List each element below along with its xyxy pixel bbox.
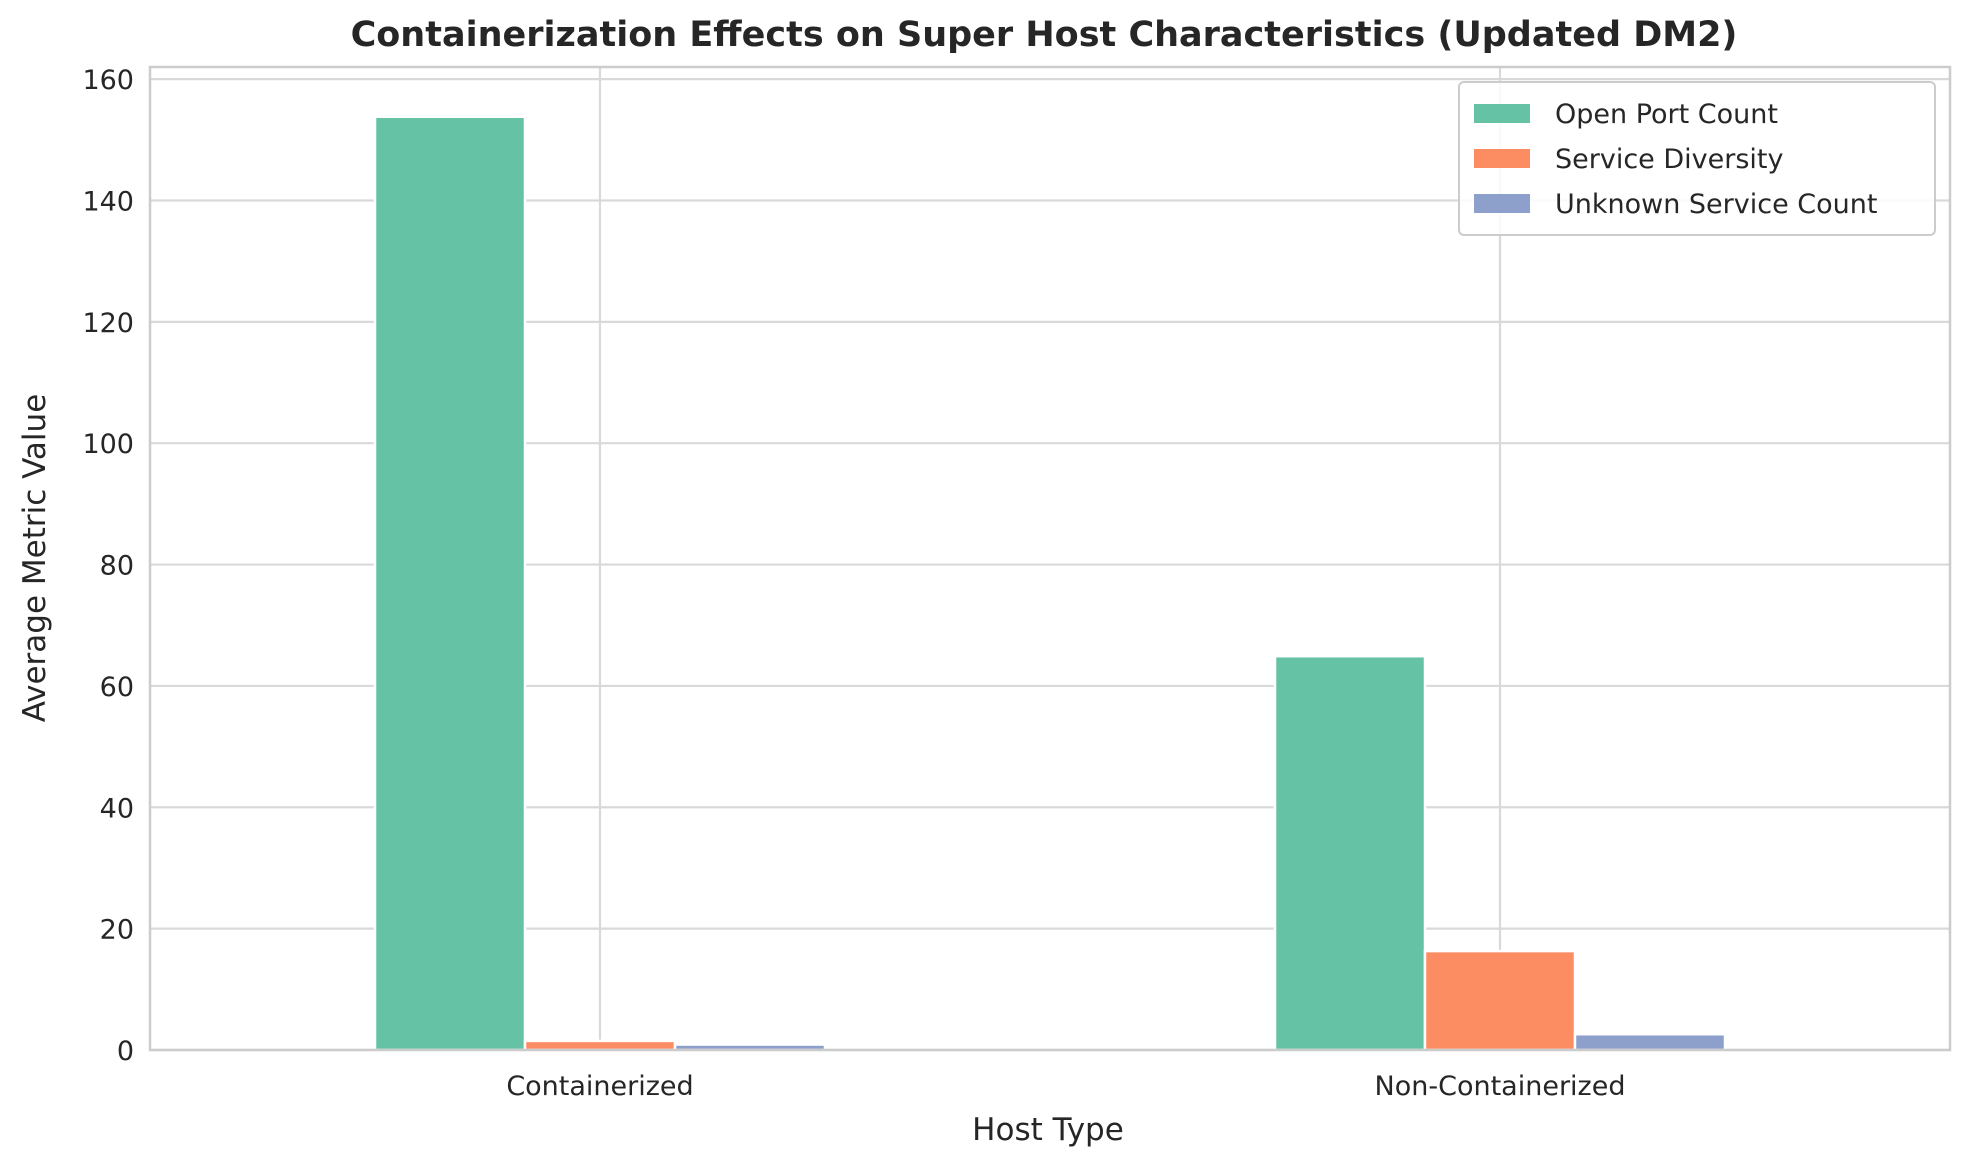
x-axis-label: Host Type bbox=[972, 1112, 1124, 1148]
bar-unknown-service-count bbox=[1573, 1032, 1727, 1052]
y-tick-label: 120 bbox=[82, 308, 134, 339]
y-tick-label: 0 bbox=[117, 1036, 134, 1067]
bar-service-diversity bbox=[1423, 949, 1577, 1052]
y-tick-label: 80 bbox=[100, 551, 134, 582]
y-axis-label: Average Metric Value bbox=[17, 394, 53, 723]
bars-layer bbox=[373, 115, 1727, 1052]
x-tick-label: Non-Containerized bbox=[1375, 1071, 1626, 1102]
y-tick-label: 20 bbox=[100, 915, 134, 946]
plot-frame bbox=[148, 65, 1952, 1052]
legend-swatch bbox=[1474, 149, 1530, 168]
chart-title: Containerization Effects on Super Host C… bbox=[351, 15, 1738, 55]
legend-label: Unknown Service Count bbox=[1555, 189, 1877, 220]
bar-service-diversity bbox=[523, 1039, 677, 1052]
legend-items: Open Port Count Service Diversity Unknown … bbox=[1474, 99, 1877, 220]
x-tick-labels: Containerized Non-Containerized bbox=[506, 1071, 1625, 1102]
x-tick-label: Containerized bbox=[506, 1071, 693, 1102]
legend-label: Open Port Count bbox=[1555, 99, 1778, 130]
bar-open-port-count bbox=[373, 115, 527, 1052]
y-tick-label: 40 bbox=[100, 793, 134, 824]
y-tick-labels: 0 20 40 60 80 100 120 140 160 bbox=[82, 65, 134, 1067]
legend-swatch bbox=[1474, 194, 1530, 213]
legend-swatch bbox=[1474, 104, 1530, 123]
legend-box bbox=[1458, 81, 1936, 236]
y-tick-label: 60 bbox=[100, 672, 134, 703]
bar-open-port-count bbox=[1273, 654, 1427, 1052]
legend: Open Port Count Service Diversity Unknown … bbox=[1458, 81, 1936, 236]
y-tick-label: 160 bbox=[82, 65, 134, 96]
y-tick-label: 140 bbox=[82, 186, 134, 217]
legend-label: Service Diversity bbox=[1555, 144, 1784, 175]
y-tick-label: 100 bbox=[82, 429, 134, 460]
